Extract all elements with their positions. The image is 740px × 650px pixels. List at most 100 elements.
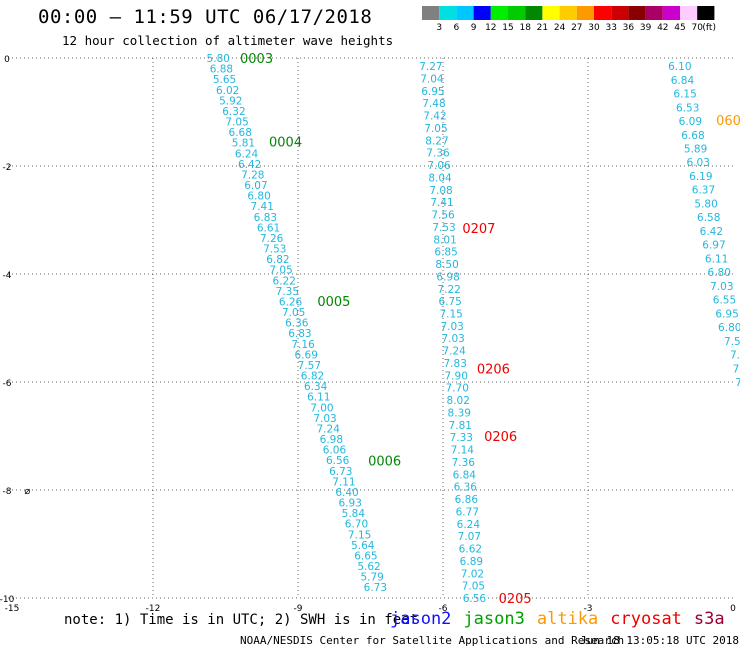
swh-value: 7.53 <box>263 244 286 256</box>
swh-value: 7.08 <box>429 185 452 197</box>
colorbar-tick-label: 6 <box>454 23 460 33</box>
swh-value: 5.84 <box>342 508 366 520</box>
swh-value: 7.5 <box>724 336 740 348</box>
swh-value: 7.36 <box>452 457 476 469</box>
y-tick-label: 0 <box>4 55 10 65</box>
swh-value: 6.93 <box>339 498 362 510</box>
colorbar-tick-label: 12 <box>485 23 496 33</box>
swh-value: 7.22 <box>437 284 460 296</box>
swh-value: 5.80 <box>207 53 230 65</box>
swh-value: 6.32 <box>222 106 245 118</box>
swh-value: 6.24 <box>235 148 259 160</box>
swh-value: 6.42 <box>238 159 261 171</box>
swh-value: 6.56 <box>326 455 350 467</box>
swh-value: 7.26 <box>260 233 284 245</box>
swh-value: 7.24 <box>317 423 341 435</box>
swh-value: 7.42 <box>423 111 446 123</box>
swh-value: 7.70 <box>446 383 469 395</box>
swh-value: 7.81 <box>449 420 472 432</box>
swh-value: 6.26 <box>279 296 303 308</box>
note: note: 1) Time is in UTC; 2) SWH is in fe… <box>64 612 419 628</box>
swh-value: 7.04 <box>420 73 444 85</box>
credit: NOAA/NESDIS Center for Satellite Applica… <box>240 634 625 647</box>
data-tracks: 5.806.885.656.025.926.327.056.685.816.24… <box>207 53 740 605</box>
colorbar-swatch <box>559 6 577 20</box>
swh-value: 7.15 <box>348 529 371 541</box>
swh-value: 6.73 <box>364 582 387 594</box>
swh-value: 6.37 <box>692 185 715 197</box>
colorbar-tick-label: 9 <box>471 23 477 33</box>
swh-value: 8.04 <box>428 172 452 184</box>
swh-value: 6.65 <box>354 550 377 562</box>
swh-value: 7.57 <box>298 360 321 372</box>
color-legend: 3 6 9 12 15 18 21 24 27 30 33 36 39 42 45 70 (ft) <box>422 6 716 33</box>
pass-label: 0004 <box>269 136 302 151</box>
swh-value: 6.84 <box>453 469 477 481</box>
colorbar-swatch <box>508 6 526 20</box>
swh-value: 7.28 <box>241 169 264 181</box>
x-tick-label: -6 <box>439 604 448 614</box>
swh-value: 6.07 <box>244 180 267 192</box>
swh-value: 5.79 <box>360 572 383 584</box>
pass-label: 0006 <box>368 454 401 469</box>
colorbar-tick-label: 45 <box>674 23 685 33</box>
swh-value: 6.03 <box>687 157 710 169</box>
swh-value: 7.03 <box>441 333 464 345</box>
swh-value: 7.03 <box>313 413 336 425</box>
swh-value: 6.09 <box>679 116 702 128</box>
swh-value: 6.53 <box>676 102 699 114</box>
satellite-legend-altika: altika <box>536 609 599 629</box>
satellite-legend: jason2 jason3 altika cryosat s3a <box>390 609 737 629</box>
swh-value: 6.85 <box>434 247 457 259</box>
colorbar-tick-label: 21 <box>537 23 548 33</box>
swh-value: 7.05 <box>462 581 485 593</box>
swh-value: 7.56 <box>431 210 455 222</box>
satellite-legend-jason2: jason2 <box>390 609 452 629</box>
colorbar-swatch <box>628 6 646 20</box>
swh-value: 6.75 <box>438 296 461 308</box>
colorbar-tick-label: 33 <box>605 23 616 33</box>
colorbar-tick-label: 18 <box>519 23 531 33</box>
swh-value: 6.56 <box>463 593 487 605</box>
pass-label: 0005 <box>317 295 350 310</box>
swh-value: 6.84 <box>671 75 695 87</box>
swh-value: 7.05 <box>269 265 292 277</box>
swh-value: 7.00 <box>310 402 333 414</box>
swh-value: 6.70 <box>345 519 368 531</box>
x-tick-label: -12 <box>146 604 161 614</box>
swh-value: 7.15 <box>439 308 462 320</box>
x-tick-label: 0 <box>730 604 736 614</box>
swh-value: 7.02 <box>461 568 484 580</box>
swh-value: 7.27 <box>419 61 442 73</box>
swh-value: 6.36 <box>454 482 478 494</box>
satellite-legend-s3a: s3a <box>693 609 725 629</box>
colorbar-swatch <box>473 6 491 20</box>
x-tick-label: -9 <box>294 604 303 614</box>
swh-value: 6.88 <box>210 64 233 76</box>
swh-value: 6.24 <box>457 519 481 531</box>
axes: -15 -12 -9 -6 -3 0 0 -2 -4 -6 -8 -10 <box>0 55 736 614</box>
colorbar-swatch <box>525 6 543 20</box>
swh-value: 7.14 <box>451 445 475 457</box>
colorbar-swatch <box>422 6 440 20</box>
colorbar-tick-label: 36 <box>623 23 635 33</box>
colorbar-swatch <box>576 6 594 20</box>
swh-value: 7.53 <box>432 222 455 234</box>
colorbar-swatch <box>697 6 715 20</box>
swh-value: 6.89 <box>460 556 483 568</box>
swh-value: 6.83 <box>288 328 311 340</box>
swh-value: 6.36 <box>285 318 309 330</box>
chart-title: 00:00 – 11:59 UTC 06/17/2018 <box>38 6 373 28</box>
colorbar-swatch <box>490 6 508 20</box>
pass-labels: 0003 0004 0005 0006 0207 0206 0206 0205 060 ⌀ <box>24 52 740 607</box>
swh-value: 6.68 <box>229 127 252 139</box>
pass-label: 0206 <box>477 363 510 378</box>
x-tick-label: -15 <box>5 604 20 614</box>
swh-value: 6.86 <box>455 494 479 506</box>
swh-value: 6.98 <box>436 271 459 283</box>
swh-value: 6.34 <box>304 381 328 393</box>
swh-value: 7. <box>733 363 740 375</box>
swh-value: 6.73 <box>329 466 352 478</box>
swh-value: 5.89 <box>684 144 707 156</box>
y-tick-label: -6 <box>3 379 12 389</box>
